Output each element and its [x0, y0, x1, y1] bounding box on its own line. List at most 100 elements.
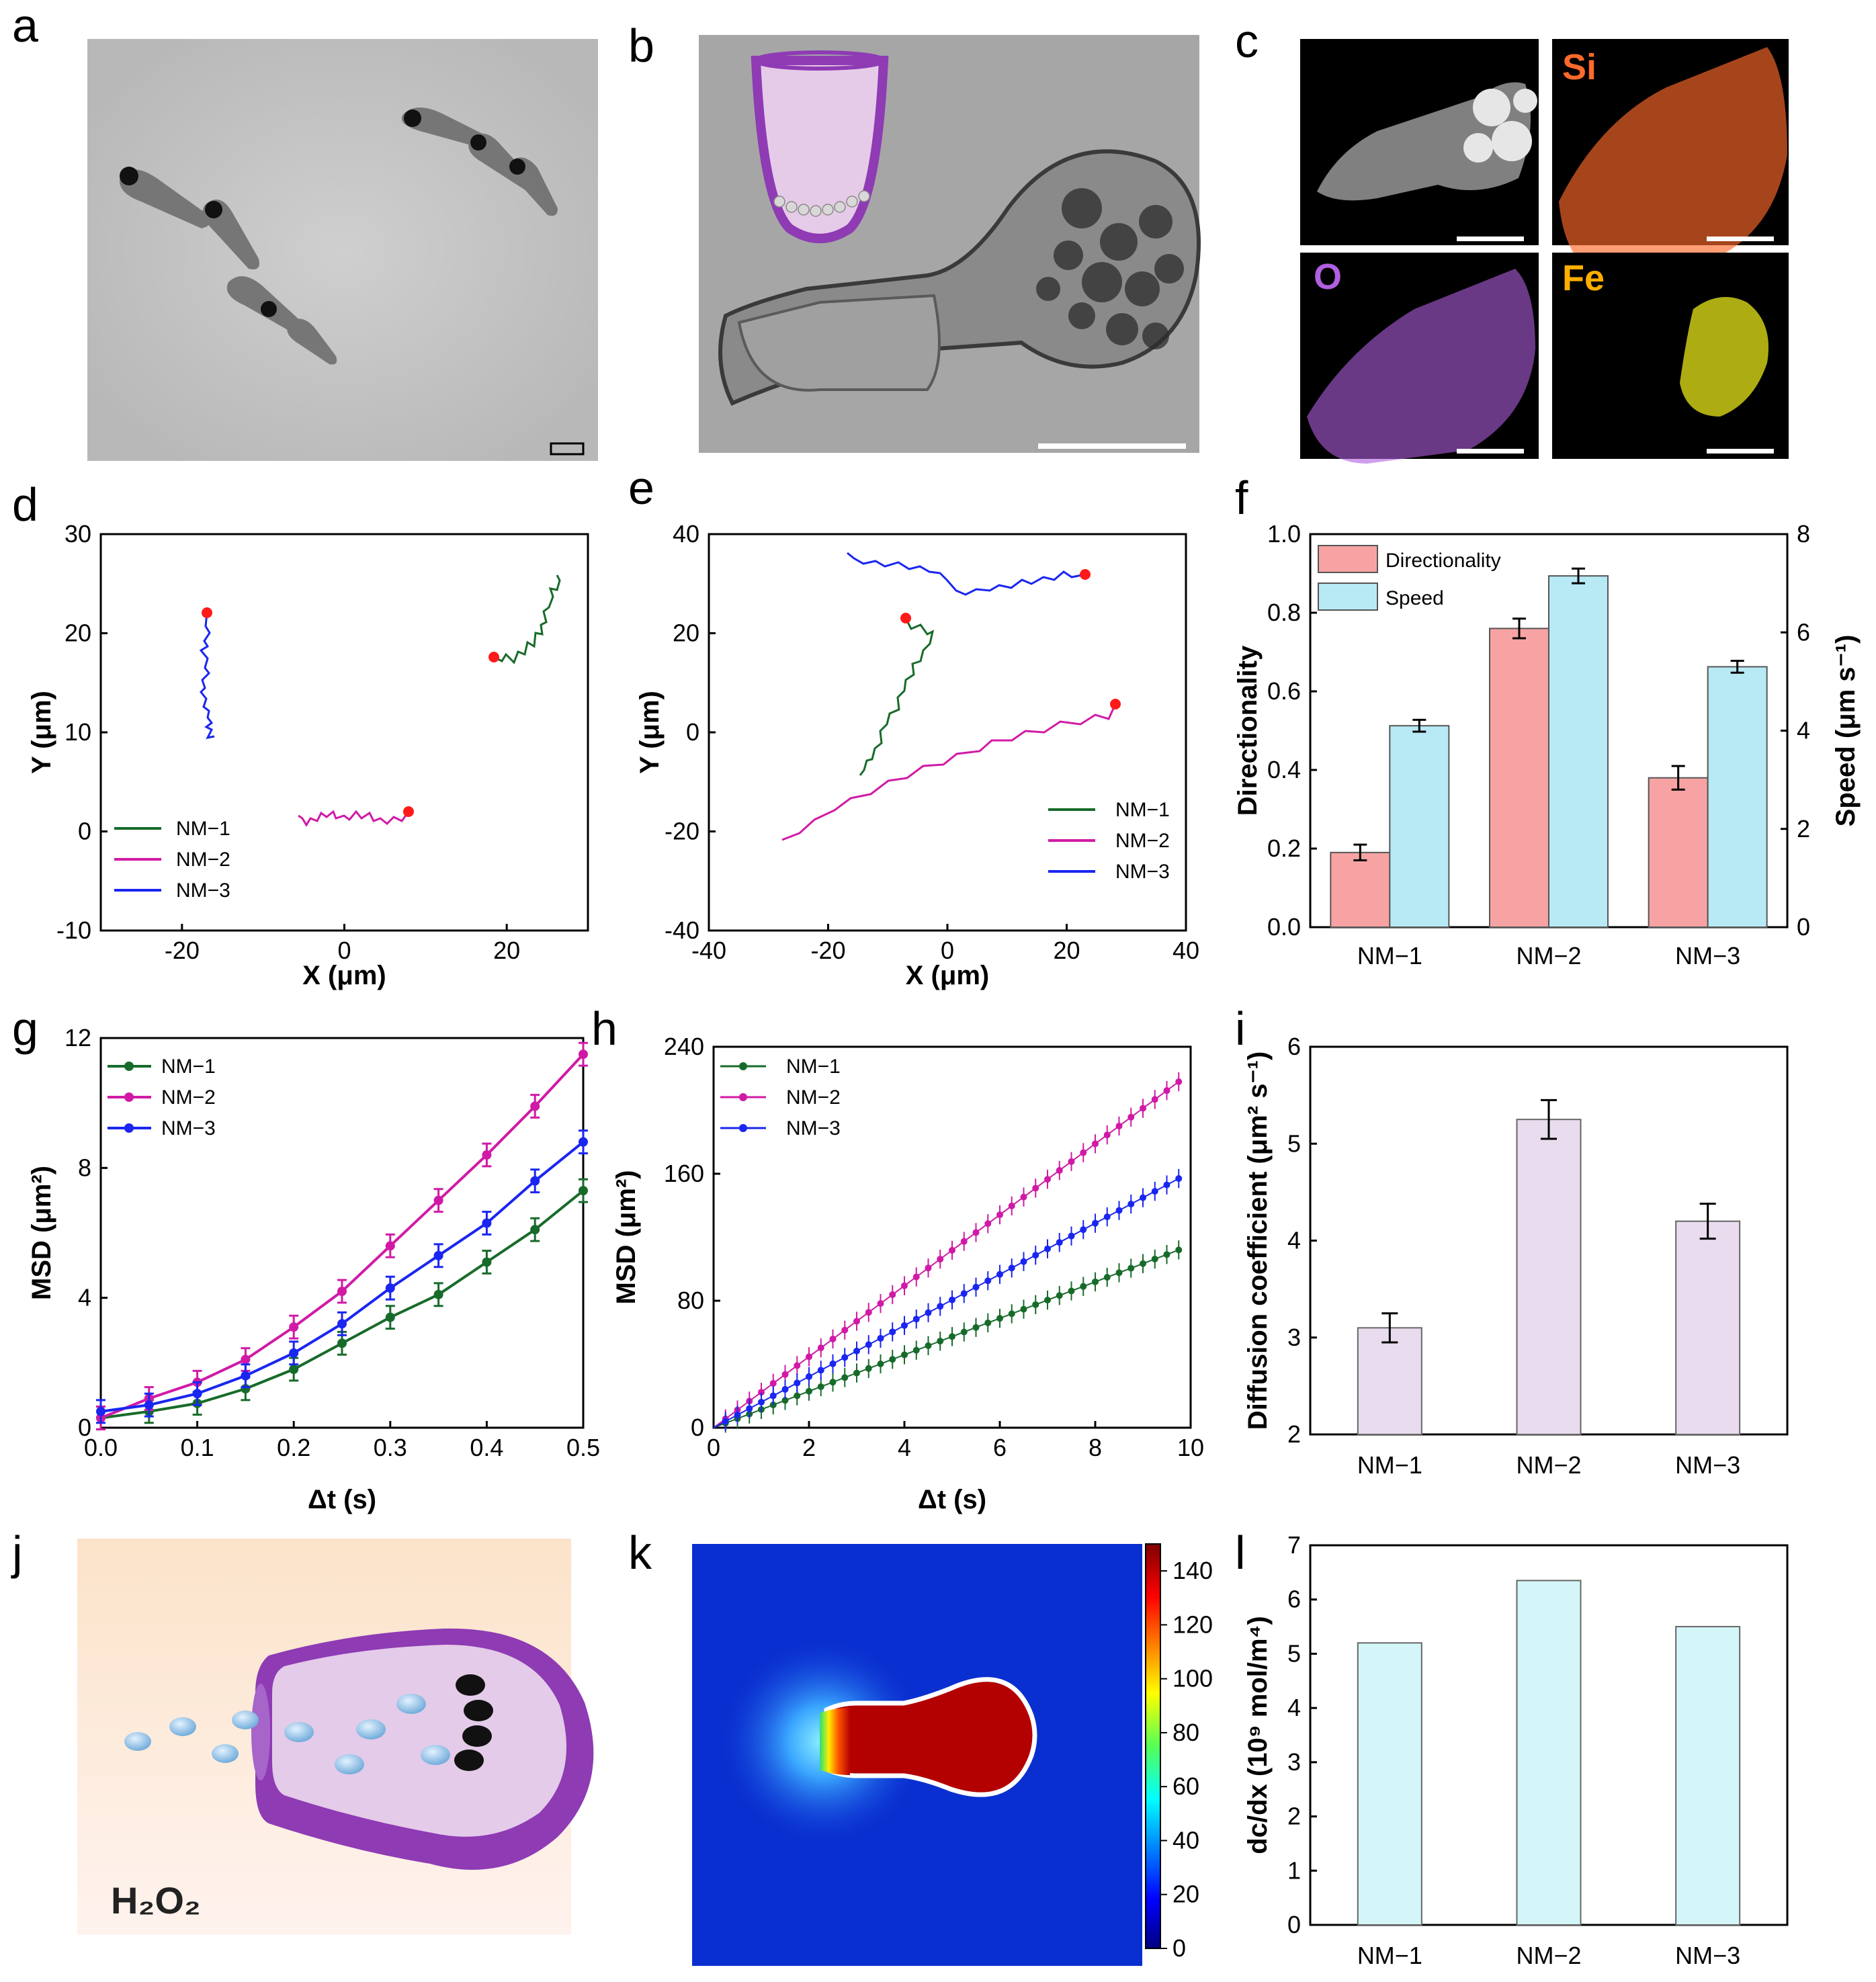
chart-e-ytick-label: 20 — [673, 619, 699, 647]
chart-h-point — [841, 1326, 849, 1334]
chart-h-point — [806, 1373, 812, 1380]
chart-g-point — [241, 1371, 251, 1381]
colorbar-tick-label: 120 — [1172, 1610, 1213, 1638]
panel-label-c: c — [1235, 15, 1259, 67]
chart-e-ytick-label: -20 — [665, 818, 699, 845]
chart-h-point — [901, 1322, 908, 1329]
chart-h-point — [829, 1379, 837, 1386]
chart-g-legend-marker — [124, 1092, 134, 1102]
chart-l-ytick-label: 7 — [1287, 1531, 1301, 1559]
chart-h-point — [937, 1338, 944, 1345]
start-dot-nm2 — [1110, 699, 1121, 709]
chart-e-xtick-label: -40 — [691, 937, 726, 964]
chart-f-bar-directionality — [1489, 628, 1549, 929]
chart-l-ytick-label: 2 — [1287, 1803, 1301, 1830]
chart-e-legend-label: NM−1 — [1115, 799, 1170, 821]
chart-g-xtick-label: 0.1 — [181, 1434, 214, 1461]
trajectory-nm2 — [781, 703, 1117, 841]
chart-h-ytick-label: 0 — [691, 1414, 704, 1441]
chart-f-bar-speed — [1707, 666, 1768, 928]
chart-h-point — [949, 1296, 955, 1303]
chart-g-point — [482, 1257, 492, 1267]
chart-f-errorbar — [1412, 718, 1426, 733]
chart-e-xtick-label: 40 — [1172, 937, 1199, 964]
chart-g-ylabel: MSD (μm²) — [27, 1166, 56, 1300]
chart-g-xtick-label: 0.0 — [84, 1434, 118, 1461]
chart-h-point — [1151, 1096, 1158, 1103]
chart-e-ytick-label: 0 — [686, 718, 699, 746]
h2o2-label: H₂O₂ — [111, 1879, 201, 1922]
chart-h-ytick-label: 240 — [664, 1033, 704, 1060]
chart-h-point — [841, 1374, 849, 1381]
chart-e-xtick-label: 0 — [941, 937, 954, 964]
chart-h-point — [972, 1229, 980, 1236]
chart-g-point — [530, 1176, 540, 1186]
chart-h-point — [984, 1319, 992, 1326]
chart-h-point — [877, 1300, 884, 1307]
colorbar-tick-label: 20 — [1172, 1881, 1199, 1908]
chart-i-ytick-label: 6 — [1287, 1033, 1301, 1060]
chart-h-point — [1175, 1078, 1183, 1085]
chart-g-point — [289, 1348, 299, 1358]
tem-b — [699, 35, 1201, 453]
chart-h-point — [806, 1353, 812, 1361]
start-dot-nm2 — [403, 806, 414, 817]
chart-h-ytick-label: 160 — [664, 1160, 704, 1187]
chart-f-category-label: NM−3 — [1675, 942, 1740, 970]
start-dot-nm1 — [488, 652, 499, 662]
chart-f-y2tick-label: 4 — [1797, 717, 1810, 744]
chart-f-category-label: NM−1 — [1357, 942, 1422, 970]
chart-h-point — [1080, 1226, 1087, 1234]
chart-h-point — [1127, 1113, 1135, 1121]
chart-h-point — [912, 1346, 920, 1354]
chart-h-point — [794, 1392, 801, 1399]
chart-h-point — [889, 1356, 896, 1363]
panel-label-i: i — [1235, 1002, 1246, 1055]
chart-i-errorbar — [1381, 1312, 1398, 1344]
chart-g-point — [530, 1225, 540, 1235]
start-dot-nm3 — [202, 607, 212, 618]
panel-label-a: a — [12, 0, 38, 52]
chart-f-errorbar — [1512, 617, 1526, 640]
chart-g-ytick-label: 4 — [78, 1284, 91, 1311]
panel-label-l: l — [1235, 1526, 1246, 1579]
chart-h-xtick-label: 2 — [802, 1434, 816, 1461]
chart-h-point — [1163, 1181, 1170, 1189]
chart-g-point — [96, 1406, 105, 1416]
chart-h-point — [1068, 1158, 1075, 1165]
chart-e-legend-label: NM−3 — [1115, 861, 1170, 883]
chart-g-line-1 — [100, 1189, 585, 1420]
chart-f-errorbar — [1730, 660, 1744, 674]
heatmap-k — [692, 1543, 1161, 1966]
chart-g-point — [482, 1150, 492, 1160]
chart-g-point — [433, 1195, 443, 1205]
colorbar-tick-label: 40 — [1172, 1826, 1199, 1854]
trajectory-nm1 — [859, 617, 935, 776]
chart-h-point — [1163, 1251, 1170, 1258]
chart-i-ytick-label: 5 — [1287, 1129, 1301, 1157]
chart-g-point — [337, 1338, 347, 1348]
panel-label-e: e — [628, 462, 654, 514]
eds-si-label: Si — [1562, 47, 1596, 87]
chart-d-xtick-label: -20 — [165, 937, 200, 964]
chart-l-ytick-label: 0 — [1287, 1911, 1301, 1938]
colorbar-tick-label: 60 — [1172, 1772, 1199, 1800]
panel-labels: a b c d e f g h i j k l — [11, 0, 1259, 1579]
chart-h-point — [1103, 1131, 1111, 1139]
chart-g-point — [337, 1287, 347, 1296]
chart-l-bar — [1675, 1626, 1741, 1926]
chart-g-point — [289, 1322, 299, 1332]
chart-h-point — [1092, 1278, 1099, 1285]
chart-f-legend-label: Speed — [1385, 587, 1444, 609]
chart-h-point — [769, 1392, 777, 1399]
chart-h-point — [1092, 1140, 1099, 1148]
chart-h-point — [937, 1303, 944, 1310]
chart-h-point — [1032, 1184, 1039, 1192]
chart-g-point — [433, 1289, 443, 1299]
chart-f-y2label: Speed (μm s⁻¹) — [1831, 635, 1861, 827]
chart-h-point — [865, 1341, 872, 1348]
chart-l-category-label: NM−3 — [1675, 1942, 1740, 1969]
chart-l-category-label: NM−2 — [1516, 1942, 1581, 1969]
colorbar-tick-label: 140 — [1172, 1557, 1213, 1584]
chart-g-legend-marker — [124, 1123, 134, 1133]
